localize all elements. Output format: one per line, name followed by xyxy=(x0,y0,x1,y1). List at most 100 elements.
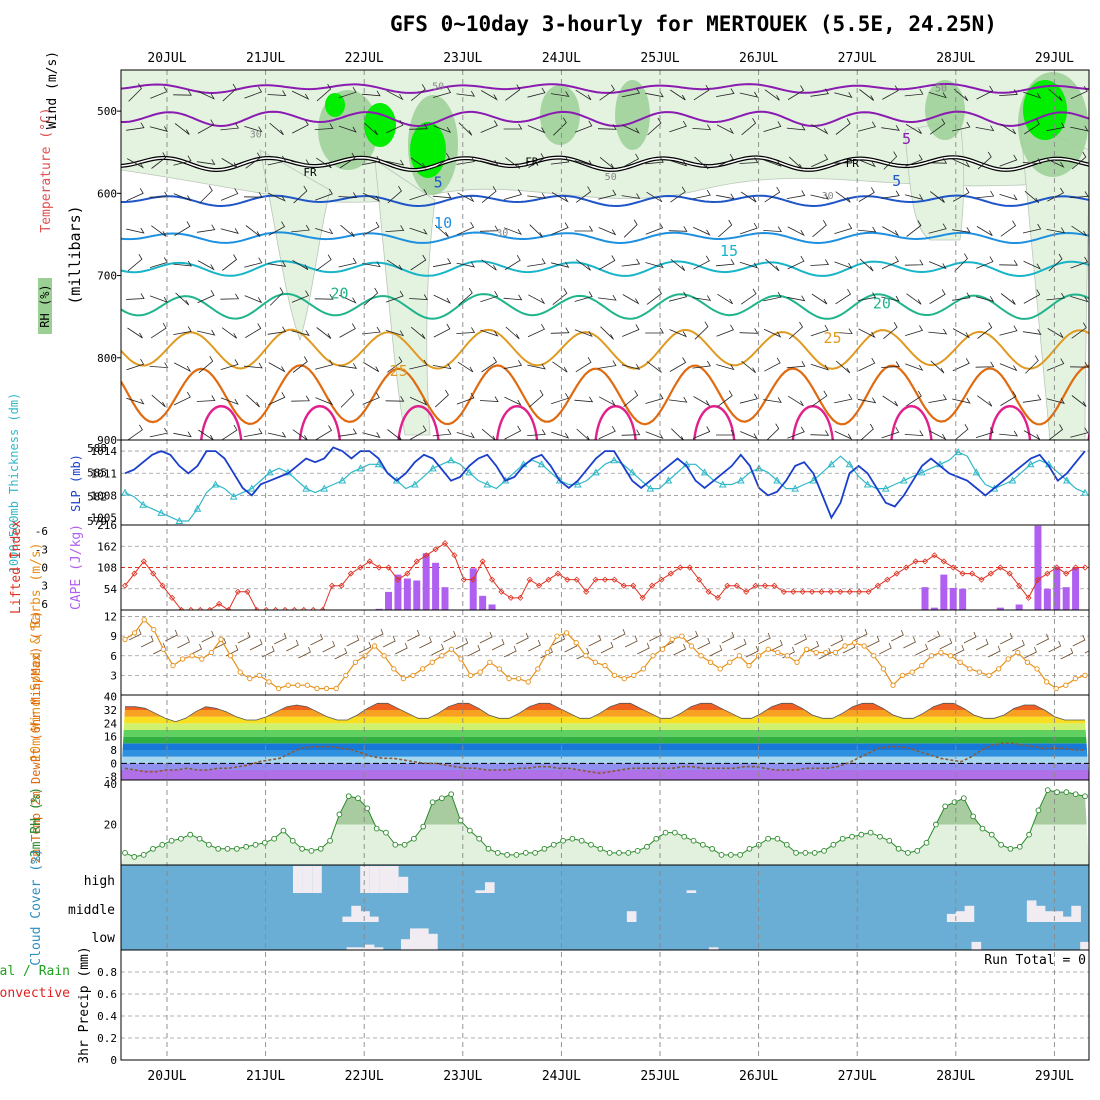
thickness-point xyxy=(410,480,419,488)
rh-high-area xyxy=(325,93,345,117)
lifted-index-point xyxy=(131,570,138,577)
wind-barb xyxy=(621,87,641,98)
thickness-point xyxy=(773,476,781,484)
wind-barb xyxy=(1023,430,1041,440)
wind-barb xyxy=(810,259,830,266)
wind-barb xyxy=(246,394,260,408)
wind-barb xyxy=(929,289,946,304)
cloud-block-low xyxy=(428,933,438,950)
lifted-index-point xyxy=(611,576,618,583)
lifted-index-point xyxy=(752,582,759,589)
lifted-index-point xyxy=(686,564,693,571)
wind-speed-point xyxy=(333,685,339,692)
wind-speed-point xyxy=(967,666,973,672)
contour-label: FR xyxy=(525,155,539,168)
wind-barb xyxy=(763,121,782,132)
rh-point xyxy=(383,829,389,836)
wind-barb xyxy=(173,155,192,166)
wind-barb xyxy=(600,641,614,654)
rh-point xyxy=(765,835,771,842)
wind-barb xyxy=(128,628,142,641)
rh-point xyxy=(271,835,277,842)
rh-point xyxy=(793,850,799,856)
wind-barb xyxy=(551,261,570,268)
wind-speed-point xyxy=(832,649,839,656)
rh-point xyxy=(1044,787,1051,793)
rh-point xyxy=(634,847,641,854)
wind-barb xyxy=(173,391,191,406)
wind-barb xyxy=(126,358,145,371)
cape-bar xyxy=(469,568,477,610)
precip-tick-label: 0.2 xyxy=(97,1032,117,1045)
wind-barb xyxy=(692,124,712,131)
thickness-point xyxy=(1026,460,1035,468)
wind-barb xyxy=(1048,640,1062,653)
temp-line xyxy=(125,702,1085,723)
rh-point xyxy=(420,823,427,830)
rh-plot xyxy=(121,780,1089,865)
wind-barb xyxy=(361,326,381,335)
wind-barb xyxy=(362,432,381,438)
wind-barb xyxy=(599,255,616,270)
rh-point xyxy=(196,835,203,842)
wind-background xyxy=(121,610,1089,695)
wind-barb xyxy=(386,90,404,101)
temp-band xyxy=(121,716,1089,724)
rh-point xyxy=(690,837,697,844)
rh-point xyxy=(960,795,967,802)
wind-barb xyxy=(833,157,853,164)
wind-barb xyxy=(975,638,989,651)
lifted-index-point xyxy=(724,582,731,589)
wind-speed-point xyxy=(208,649,215,656)
wind-barb xyxy=(504,396,522,406)
thickness-point xyxy=(592,468,600,476)
rh-point xyxy=(150,845,156,852)
wind-barb xyxy=(339,323,356,338)
wind-speed-point xyxy=(784,653,791,659)
wind-speed-point xyxy=(151,626,157,633)
precip-tick-label: 0.6 xyxy=(97,988,117,1001)
wind-barb xyxy=(340,389,355,408)
cloud-block-middle xyxy=(1053,911,1064,922)
rh-point xyxy=(532,850,538,856)
wind-barb xyxy=(314,293,334,300)
frame-layer xyxy=(117,69,1090,1061)
wind-barb xyxy=(243,362,263,369)
lifted-index-point xyxy=(526,576,533,583)
wind-barb xyxy=(385,290,404,303)
rh-point xyxy=(914,847,921,854)
rh-point xyxy=(233,845,240,852)
lifted-index-point xyxy=(865,588,872,595)
pressure-tick-label: 600 xyxy=(97,187,117,200)
wind-speed-point xyxy=(247,676,253,682)
wind-barb xyxy=(455,637,469,650)
contour-label: FR xyxy=(846,157,860,170)
thickness-point xyxy=(881,484,890,492)
cloud-block-high xyxy=(369,866,380,893)
upper-air-plot xyxy=(121,70,1089,440)
wind-barb xyxy=(670,186,686,203)
wind-barb xyxy=(999,154,1018,167)
wind-barb xyxy=(196,395,216,402)
wind-barb xyxy=(244,126,263,133)
cloud-block-high xyxy=(360,866,370,893)
wind-barb xyxy=(835,118,851,135)
pressure-axis-label: (millibars) xyxy=(66,205,84,304)
wind-barb xyxy=(177,636,190,649)
lifted-index-point xyxy=(648,582,656,589)
wind-barb xyxy=(999,363,1018,372)
wind-barb xyxy=(385,159,405,166)
wind-barb xyxy=(481,259,497,271)
wind-barb xyxy=(882,226,900,237)
wind-barb xyxy=(1046,122,1065,132)
wind-axis-title: Wind (m/s) xyxy=(45,51,60,129)
wind-barb xyxy=(787,85,805,100)
wind-barb xyxy=(857,397,877,404)
wind-speed-point xyxy=(525,679,531,685)
lifted-index-point xyxy=(639,594,646,601)
lifted-index-point xyxy=(319,606,326,610)
slp-line xyxy=(124,446,1086,520)
cape-bar xyxy=(930,607,938,610)
lifted-index-point xyxy=(564,576,571,583)
wind-barb xyxy=(387,429,402,440)
